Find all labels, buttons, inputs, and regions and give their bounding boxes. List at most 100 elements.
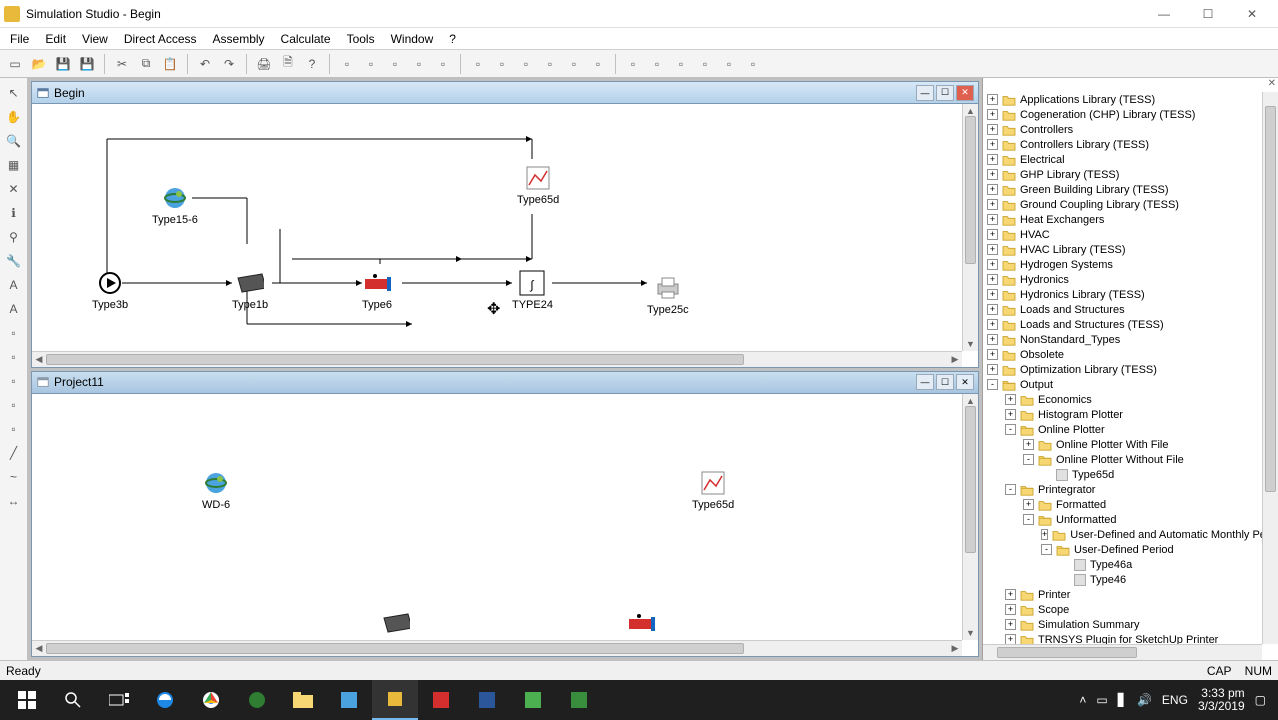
tree-item[interactable]: +HVAC — [983, 227, 1262, 242]
menu-file[interactable]: File — [2, 30, 37, 48]
lefttool-pointer-button[interactable]: ↖ — [3, 82, 25, 104]
tree-expander[interactable]: - — [987, 379, 998, 390]
tree-item[interactable]: -Printegrator — [983, 482, 1262, 497]
window-project11-titlebar[interactable]: Project11 — ☐ ✕ — [32, 372, 978, 394]
node-type6[interactable]: Type6 — [362, 269, 392, 311]
taskbar-word[interactable] — [464, 680, 510, 720]
start-button[interactable] — [4, 680, 50, 720]
tree-item[interactable]: +Economics — [983, 392, 1262, 407]
lefttool-shape-c-button[interactable]: ▫ — [3, 370, 25, 392]
library-tree[interactable]: +Applications Library (TESS)+Cogeneratio… — [983, 92, 1262, 644]
tree-item[interactable]: Type46 — [983, 572, 1262, 587]
tree-item[interactable]: +Heat Exchangers — [983, 212, 1262, 227]
window-begin-maximize[interactable]: ☐ — [936, 85, 954, 101]
search-button[interactable] — [50, 680, 96, 720]
tree-expander[interactable]: + — [1005, 619, 1016, 630]
toolbar-node-e-button[interactable]: ▫ — [432, 53, 454, 75]
toolbar-print-preview-button[interactable]: 🗎 — [277, 53, 299, 75]
toolbar-align-c-button[interactable]: ▫ — [515, 53, 537, 75]
tree-expander[interactable]: + — [1005, 604, 1016, 615]
window-project11-minimize[interactable]: — — [916, 374, 934, 390]
tree-expander[interactable]: + — [1023, 439, 1034, 450]
toolbar-dist-c-button[interactable]: ▫ — [670, 53, 692, 75]
lefttool-text-b-button[interactable]: A — [3, 298, 25, 320]
toolbar-copy-button[interactable]: ⧉ — [135, 53, 157, 75]
toolbar-cut-button[interactable]: ✂ — [111, 53, 133, 75]
tree-expander[interactable]: + — [1005, 589, 1016, 600]
tree-expander[interactable]: + — [987, 139, 998, 150]
toolbar-align-a-button[interactable]: ▫ — [467, 53, 489, 75]
lefttool-curve-button[interactable]: ~ — [3, 466, 25, 488]
tree-item[interactable]: +Hydronics Library (TESS) — [983, 287, 1262, 302]
tree-item[interactable]: +Loads and Structures — [983, 302, 1262, 317]
tree-item[interactable]: +Loads and Structures (TESS) — [983, 317, 1262, 332]
tree-expander[interactable]: + — [987, 289, 998, 300]
tree-item[interactable]: +Controllers — [983, 122, 1262, 137]
tree-item[interactable]: +Applications Library (TESS) — [983, 92, 1262, 107]
window-begin-close[interactable]: ✕ — [956, 85, 974, 101]
window-maximize-button[interactable]: ☐ — [1186, 2, 1230, 26]
tree-expander[interactable]: + — [987, 334, 998, 345]
node-comp_a[interactable] — [382, 609, 410, 639]
tree-item[interactable]: +Electrical — [983, 152, 1262, 167]
tree-item[interactable]: +User-Defined and Automatic Monthly Peri — [983, 527, 1262, 542]
lefttool-wrench-button[interactable]: 🔧 — [3, 250, 25, 272]
lefttool-hand-button[interactable]: ✋ — [3, 106, 25, 128]
tree-expander[interactable]: + — [987, 349, 998, 360]
menu-window[interactable]: Window — [383, 30, 442, 48]
tree-expander[interactable]: + — [987, 244, 998, 255]
toolbar-align-e-button[interactable]: ▫ — [563, 53, 585, 75]
hscrollbar-begin[interactable]: ◀▶ — [32, 351, 962, 367]
tree-expander[interactable]: + — [987, 319, 998, 330]
toolbar-dist-a-button[interactable]: ▫ — [622, 53, 644, 75]
node-type3b[interactable]: Type3b — [92, 269, 128, 311]
tree-expander[interactable]: + — [987, 229, 998, 240]
lefttool-dims-button[interactable]: ↔ — [3, 490, 25, 512]
tree-expander[interactable]: - — [1023, 454, 1034, 465]
lefttool-shape-e-button[interactable]: ▫ — [3, 418, 25, 440]
tree-vscrollbar[interactable] — [1262, 92, 1278, 644]
taskbar-edge[interactable] — [142, 680, 188, 720]
tree-item[interactable]: +Online Plotter With File — [983, 437, 1262, 452]
toolbar-dist-f-button[interactable]: ▫ — [742, 53, 764, 75]
menu-calculate[interactable]: Calculate — [273, 30, 339, 48]
tree-expander[interactable]: + — [1005, 394, 1016, 405]
tree-item[interactable]: +Simulation Summary — [983, 617, 1262, 632]
tree-item[interactable]: +Scope — [983, 602, 1262, 617]
lefttool-delete-button[interactable]: ✕ — [3, 178, 25, 200]
tree-item[interactable]: +Controllers Library (TESS) — [983, 137, 1262, 152]
tree-item[interactable]: +Formatted — [983, 497, 1262, 512]
tree-item[interactable]: -Online Plotter — [983, 422, 1262, 437]
tray-notifications-icon[interactable]: ▢ — [1255, 693, 1266, 707]
canvas-project11[interactable]: WD-6Type65d — [32, 394, 962, 641]
tree-expander[interactable]: + — [987, 304, 998, 315]
tree-item[interactable]: +Green Building Library (TESS) — [983, 182, 1262, 197]
tree-expander[interactable]: + — [987, 259, 998, 270]
toolbar-dist-b-button[interactable]: ▫ — [646, 53, 668, 75]
tray-volume-icon[interactable]: 🔊 — [1137, 693, 1152, 707]
taskbar-explorer[interactable] — [280, 680, 326, 720]
tree-expander[interactable]: + — [987, 199, 998, 210]
tree-expander[interactable]: + — [987, 364, 998, 375]
lefttool-line-button[interactable]: ╱ — [3, 442, 25, 464]
tree-item[interactable]: +NonStandard_Types — [983, 332, 1262, 347]
node-type24[interactable]: ∫TYPE24 — [512, 269, 553, 311]
lefttool-text-a-button[interactable]: A — [3, 274, 25, 296]
node-wd6[interactable]: WD-6 — [202, 469, 230, 511]
tree-expander[interactable]: - — [1005, 424, 1016, 435]
tree-item[interactable]: +TRNSYS Plugin for SketchUp Printer — [983, 632, 1262, 644]
toolbar-paste-button[interactable]: 📋 — [159, 53, 181, 75]
tree-item[interactable]: +HVAC Library (TESS) — [983, 242, 1262, 257]
menu-assembly[interactable]: Assembly — [205, 30, 273, 48]
toolbar-align-b-button[interactable]: ▫ — [491, 53, 513, 75]
panel-close-button[interactable]: ✕ — [1268, 78, 1276, 92]
toolbar-dist-e-button[interactable]: ▫ — [718, 53, 740, 75]
tray-chevron-up-icon[interactable]: ˄ — [1079, 693, 1086, 707]
tree-item[interactable]: +Ground Coupling Library (TESS) — [983, 197, 1262, 212]
toolbar-align-d-button[interactable]: ▫ — [539, 53, 561, 75]
tree-item[interactable]: +GHP Library (TESS) — [983, 167, 1262, 182]
toolbar-dist-d-button[interactable]: ▫ — [694, 53, 716, 75]
node-type1b[interactable]: Type1b — [232, 269, 268, 311]
tree-expander[interactable]: + — [1005, 634, 1016, 644]
system-tray[interactable]: ˄ ▭ ▋ 🔊 ENG 3:33 pm 3/3/2019 ▢ — [1079, 687, 1274, 713]
